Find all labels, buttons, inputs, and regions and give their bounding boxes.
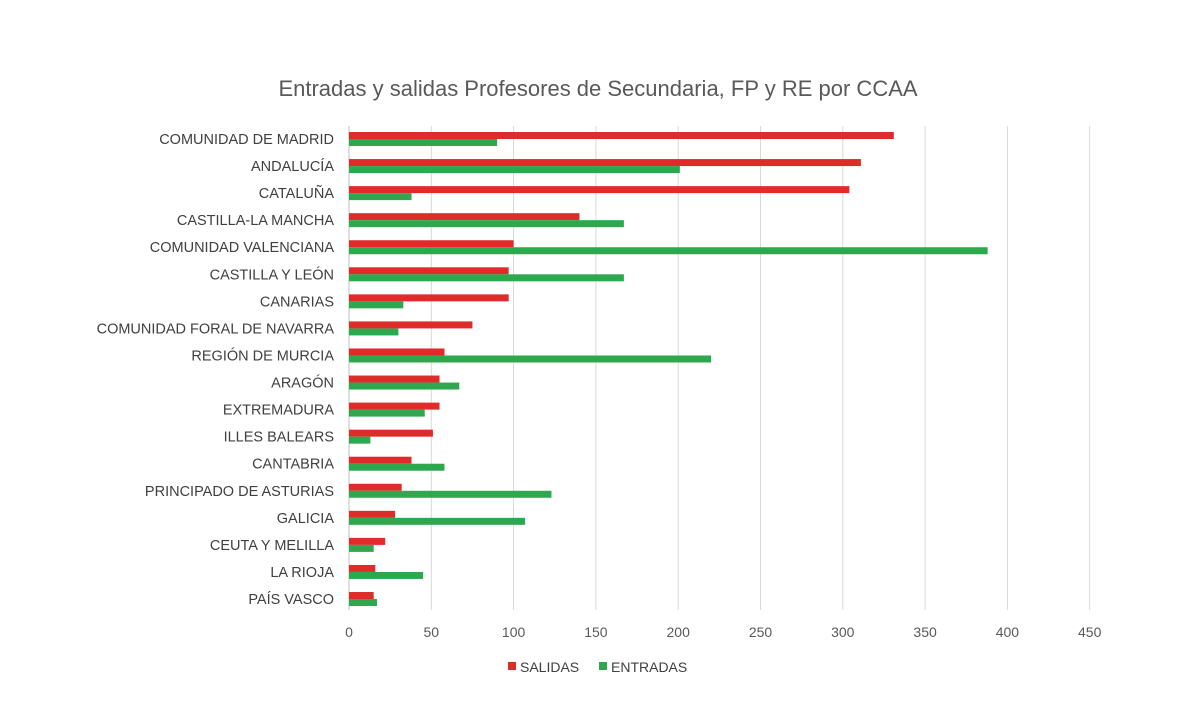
category-label: COMUNIDAD DE MADRID xyxy=(159,132,334,148)
chart-title: Entradas y salidas Profesores de Secunda… xyxy=(278,76,917,101)
x-tick-label: 150 xyxy=(584,624,608,640)
grid-lines xyxy=(348,126,1091,610)
category-label: CANTABRIA xyxy=(252,457,334,473)
x-tick-label: 50 xyxy=(424,624,440,640)
category-label: COMUNIDAD FORAL DE NAVARRA xyxy=(97,321,335,337)
bar-entradas xyxy=(349,166,680,174)
category-label: ILLES BALEARS xyxy=(224,430,334,446)
category-label: CATALUÑA xyxy=(259,185,335,202)
bar-entradas xyxy=(349,490,552,498)
category-label: PAÍS VASCO xyxy=(248,591,334,608)
category-label: GALICIA xyxy=(277,511,335,527)
bar-entradas xyxy=(349,517,526,525)
x-tick-label: 450 xyxy=(1078,624,1102,640)
bar-salidas xyxy=(349,537,386,545)
category-label: EXTREMADURA xyxy=(223,403,335,419)
bar-entradas xyxy=(349,193,412,201)
x-tick-label: 400 xyxy=(996,624,1020,640)
bar-salidas xyxy=(349,592,374,600)
x-tick-label: 200 xyxy=(667,624,691,640)
bar-salidas xyxy=(349,564,376,572)
bar-salidas xyxy=(349,132,894,139)
category-label: ARAGÓN xyxy=(271,375,334,392)
bar-salidas xyxy=(349,429,433,437)
bar-salidas xyxy=(349,456,412,464)
x-tick-label: 300 xyxy=(831,624,855,640)
category-label: CASTILLA Y LEÓN xyxy=(210,266,334,283)
bar-salidas xyxy=(349,348,445,356)
bar-salidas xyxy=(349,186,850,194)
category-label: REGIÓN DE MURCIA xyxy=(191,347,334,364)
bar-entradas xyxy=(349,355,712,363)
category-label: PRINCIPADO DE ASTURIAS xyxy=(145,484,334,500)
bar-salidas xyxy=(349,267,509,275)
bar-entradas xyxy=(349,328,399,336)
bar-entradas xyxy=(349,382,460,390)
category-label: CASTILLA-LA MANCHA xyxy=(177,213,334,229)
bar-salidas xyxy=(349,510,396,518)
category-label: CEUTA Y MELILLA xyxy=(210,538,334,554)
legend-label-entradas: ENTRADAS xyxy=(611,659,687,675)
bar-entradas xyxy=(349,301,404,309)
x-tick-label: 100 xyxy=(502,624,526,640)
bar-salidas xyxy=(349,213,580,221)
category-label: ANDALUCÍA xyxy=(251,158,334,175)
x-tick-label: 350 xyxy=(913,624,937,640)
bar-entradas xyxy=(349,436,371,444)
x-tick-label: 250 xyxy=(749,624,773,640)
category-labels: COMUNIDAD DE MADRID ANDALUCÍA CATALUÑA CAST… xyxy=(97,132,335,608)
bar-entradas xyxy=(349,571,424,579)
bar-salidas xyxy=(349,483,402,491)
legend-swatch-entradas xyxy=(599,662,607,670)
bar-salidas xyxy=(349,294,509,302)
bar-salidas xyxy=(349,159,861,167)
legend-swatch-salidas xyxy=(508,662,516,670)
bar-salidas xyxy=(349,240,514,248)
bar-entradas xyxy=(349,247,988,255)
bar-salidas xyxy=(349,375,440,383)
bar-salidas xyxy=(349,321,473,329)
legend: SALIDAS ENTRADAS xyxy=(508,659,687,675)
bar-entradas xyxy=(349,139,498,146)
x-tick-labels: 0 50 100 150 200 250 300 350 400 450 xyxy=(345,624,1101,640)
bar-entradas xyxy=(349,409,425,417)
bar-salidas xyxy=(349,402,440,410)
bar-entradas xyxy=(349,544,374,552)
category-label: COMUNIDAD VALENCIANA xyxy=(150,240,335,256)
bar-entradas xyxy=(349,220,624,228)
category-label: CANARIAS xyxy=(260,294,334,310)
x-tick-label: 0 xyxy=(345,624,353,640)
category-label: LA RIOJA xyxy=(270,565,334,581)
bars xyxy=(349,132,988,607)
legend-label-salidas: SALIDAS xyxy=(520,659,579,675)
bar-entradas xyxy=(349,274,624,282)
bar-entradas xyxy=(349,599,377,607)
bar-entradas xyxy=(349,463,445,471)
